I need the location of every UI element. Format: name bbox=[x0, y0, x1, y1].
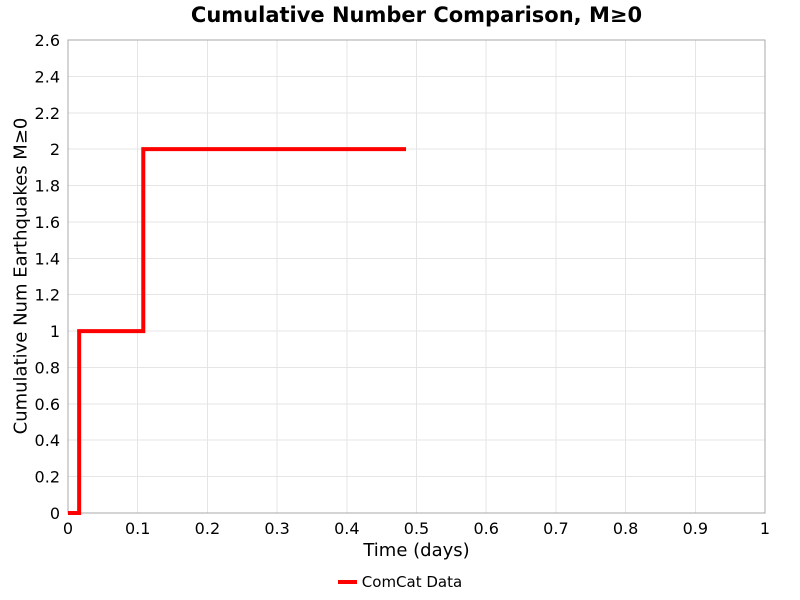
svg-text:0.7: 0.7 bbox=[543, 519, 568, 538]
svg-text:1: 1 bbox=[50, 322, 60, 341]
svg-text:0.3: 0.3 bbox=[264, 519, 289, 538]
svg-text:0.9: 0.9 bbox=[683, 519, 708, 538]
svg-text:1.6: 1.6 bbox=[35, 213, 60, 232]
svg-text:1.4: 1.4 bbox=[35, 249, 60, 268]
legend: ComCat Data bbox=[0, 573, 800, 591]
legend-label: ComCat Data bbox=[361, 573, 463, 591]
svg-text:0.5: 0.5 bbox=[404, 519, 429, 538]
svg-text:1.2: 1.2 bbox=[35, 286, 60, 305]
svg-text:2.2: 2.2 bbox=[35, 104, 60, 123]
svg-text:2.6: 2.6 bbox=[35, 31, 60, 50]
legend-line-swatch bbox=[337, 580, 357, 584]
svg-text:0.6: 0.6 bbox=[473, 519, 498, 538]
svg-text:0.2: 0.2 bbox=[195, 519, 220, 538]
chart-title: Cumulative Number Comparison, M≥0 bbox=[190, 3, 643, 27]
svg-text:2: 2 bbox=[50, 140, 60, 159]
svg-text:0.6: 0.6 bbox=[35, 395, 60, 414]
svg-text:0.4: 0.4 bbox=[35, 431, 60, 450]
svg-text:0.1: 0.1 bbox=[125, 519, 150, 538]
svg-text:1.8: 1.8 bbox=[35, 177, 60, 196]
svg-text:2.4: 2.4 bbox=[35, 67, 60, 86]
svg-text:0.8: 0.8 bbox=[613, 519, 638, 538]
svg-text:0: 0 bbox=[63, 519, 73, 538]
x-axis-label: Time (days) bbox=[363, 540, 470, 561]
svg-text:0.4: 0.4 bbox=[334, 519, 359, 538]
svg-text:1: 1 bbox=[760, 519, 770, 538]
svg-text:0: 0 bbox=[50, 504, 60, 523]
svg-text:0.2: 0.2 bbox=[35, 468, 60, 487]
svg-text:0.8: 0.8 bbox=[35, 358, 60, 377]
